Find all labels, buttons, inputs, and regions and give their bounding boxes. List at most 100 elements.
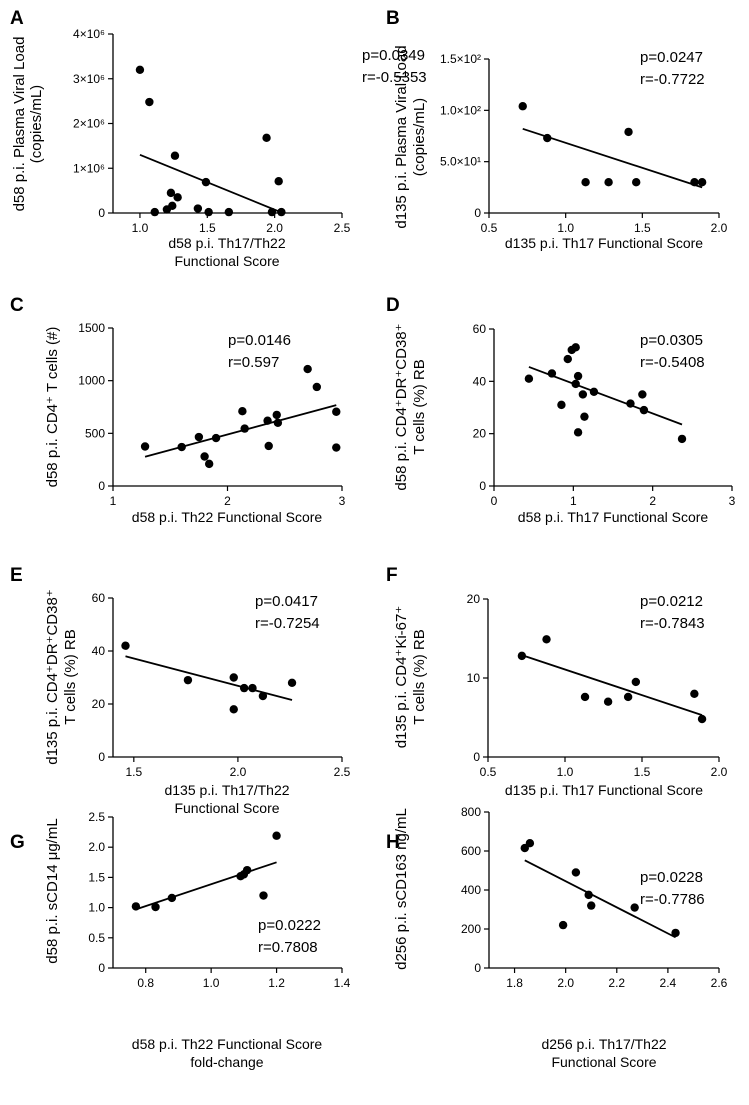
y-tick-label: 400 — [461, 883, 481, 897]
y-tick-label: 1×10⁶ — [73, 161, 105, 175]
y-tick-label: 2.5 — [88, 810, 105, 824]
data-point — [204, 207, 213, 217]
y-axis-label: d135 p.i. Plasma Viral Load — [393, 45, 410, 228]
x-axis-label: d256 p.i. Th17/Th22 — [541, 1036, 666, 1052]
x-tick-label: 2.0 — [230, 765, 247, 779]
data-point — [631, 677, 641, 687]
x-tick-label: 2.0 — [711, 221, 728, 235]
data-point — [258, 691, 268, 701]
y-tick-label: 2×10⁶ — [73, 117, 105, 131]
regression-line — [139, 153, 284, 214]
regression-line — [522, 127, 703, 189]
x-tick-label: 0.5 — [480, 765, 497, 779]
data-point — [151, 902, 160, 912]
data-point — [571, 868, 581, 877]
data-point — [558, 920, 568, 930]
data-point — [177, 442, 186, 452]
data-point — [287, 678, 297, 687]
y-axis-label: (copies/mL) — [28, 85, 45, 163]
p-value-label: p=0.0305 — [640, 332, 703, 349]
x-tick-label: 1.4 — [334, 976, 351, 990]
data-point — [543, 133, 552, 143]
data-point — [690, 178, 699, 187]
y-axis-label: d58 p.i. Plasma Viral Load — [11, 37, 28, 212]
x-tick-label: 1.0 — [132, 221, 149, 235]
data-point — [211, 433, 221, 443]
x-axis-label: fold-change — [190, 1054, 263, 1070]
x-tick-label: 1.8 — [506, 976, 523, 990]
data-point — [578, 390, 588, 399]
y-tick-label: 600 — [461, 844, 481, 858]
x-tick-label: 2.2 — [608, 976, 625, 990]
panel-letter: C — [10, 295, 24, 316]
data-point — [312, 382, 322, 392]
y-tick-label: 0 — [98, 750, 105, 764]
data-point — [263, 416, 272, 425]
x-tick-label: 1.2 — [268, 976, 285, 990]
data-point — [587, 901, 596, 910]
x-tick-label: 1 — [110, 494, 117, 508]
x-tick-label: 1.5 — [199, 221, 216, 235]
y-axis-label: d135 p.i. CD4⁺Ki-67⁺ — [393, 606, 410, 749]
data-point — [604, 178, 613, 187]
r-value-label: r=-0.7843 — [640, 615, 705, 632]
x-tick-label: 3 — [339, 494, 346, 508]
data-point — [193, 204, 203, 213]
data-point — [229, 705, 238, 714]
p-value-label: p=0.0349 — [362, 47, 425, 64]
data-point — [525, 839, 535, 848]
data-point — [626, 399, 635, 408]
regression-line — [521, 654, 703, 716]
data-point — [248, 683, 257, 693]
regression-line — [125, 655, 293, 701]
data-point — [166, 188, 176, 198]
r-value-label: r=-0.5408 — [640, 354, 705, 371]
data-point — [584, 890, 593, 900]
x-tick-label: 2.5 — [334, 765, 351, 779]
x-axis-label: Functional Score — [174, 253, 279, 269]
data-point — [173, 193, 182, 202]
p-value-label: p=0.0146 — [228, 332, 291, 349]
x-axis-label: d58 p.i. Th17 Functional Score — [518, 509, 709, 525]
r-value-label: r=-0.7786 — [640, 891, 705, 908]
y-axis-label: T cells (%) RB — [62, 629, 79, 725]
data-point — [259, 891, 268, 900]
x-axis-label: d58 p.i. Th22 Functional Score — [132, 1036, 323, 1052]
panel-g: G 0.8 1.0 1.2 1.4 0 0.5 1.0 1.5 2.0 2.5 d58 p.i. Th… — [10, 810, 351, 1070]
data-point — [168, 201, 177, 211]
x-tick-label: 0.8 — [137, 976, 154, 990]
data-point — [264, 441, 273, 451]
x-tick-label: 0 — [491, 494, 498, 508]
data-point — [224, 207, 234, 217]
y-tick-label: 20 — [467, 592, 481, 606]
x-tick-label: 3 — [729, 494, 736, 508]
panel-letter: E — [10, 565, 23, 586]
y-tick-label: 0 — [98, 479, 105, 493]
panel-h: H 1.8 2.0 2.2 2.4 2.6 0 200 400 600 800 d256 p.i. T… — [386, 805, 728, 1070]
data-point — [131, 902, 141, 911]
x-tick-label: 2.4 — [660, 976, 677, 990]
y-tick-label: 0 — [98, 961, 105, 975]
x-axis-label: d135 p.i. Th17 Functional Score — [505, 235, 703, 251]
y-tick-label: 20 — [473, 427, 487, 441]
y-tick-label: 10 — [467, 671, 481, 685]
y-tick-label: 5.0×10¹ — [440, 155, 481, 169]
regression-line — [524, 859, 676, 939]
data-point — [547, 369, 557, 378]
data-point — [332, 443, 341, 452]
y-tick-label: 20 — [92, 697, 106, 711]
x-tick-label: 2.5 — [334, 221, 351, 235]
y-tick-label: 60 — [473, 322, 487, 336]
data-point — [697, 714, 707, 724]
x-tick-label: 2.0 — [557, 976, 574, 990]
panel-letter: H — [386, 832, 400, 853]
y-axis-label: d58 p.i. CD4⁺DR⁺CD38⁺ — [393, 323, 410, 490]
r-value-label: r=0.597 — [228, 354, 279, 371]
data-point — [277, 207, 286, 217]
x-tick-label: 1.5 — [125, 765, 142, 779]
y-tick-label: 1.5 — [88, 870, 105, 884]
x-tick-label: 1.0 — [203, 976, 220, 990]
y-tick-label: 1500 — [78, 321, 105, 335]
data-point — [303, 364, 312, 374]
y-tick-label: 0.5 — [88, 931, 105, 945]
